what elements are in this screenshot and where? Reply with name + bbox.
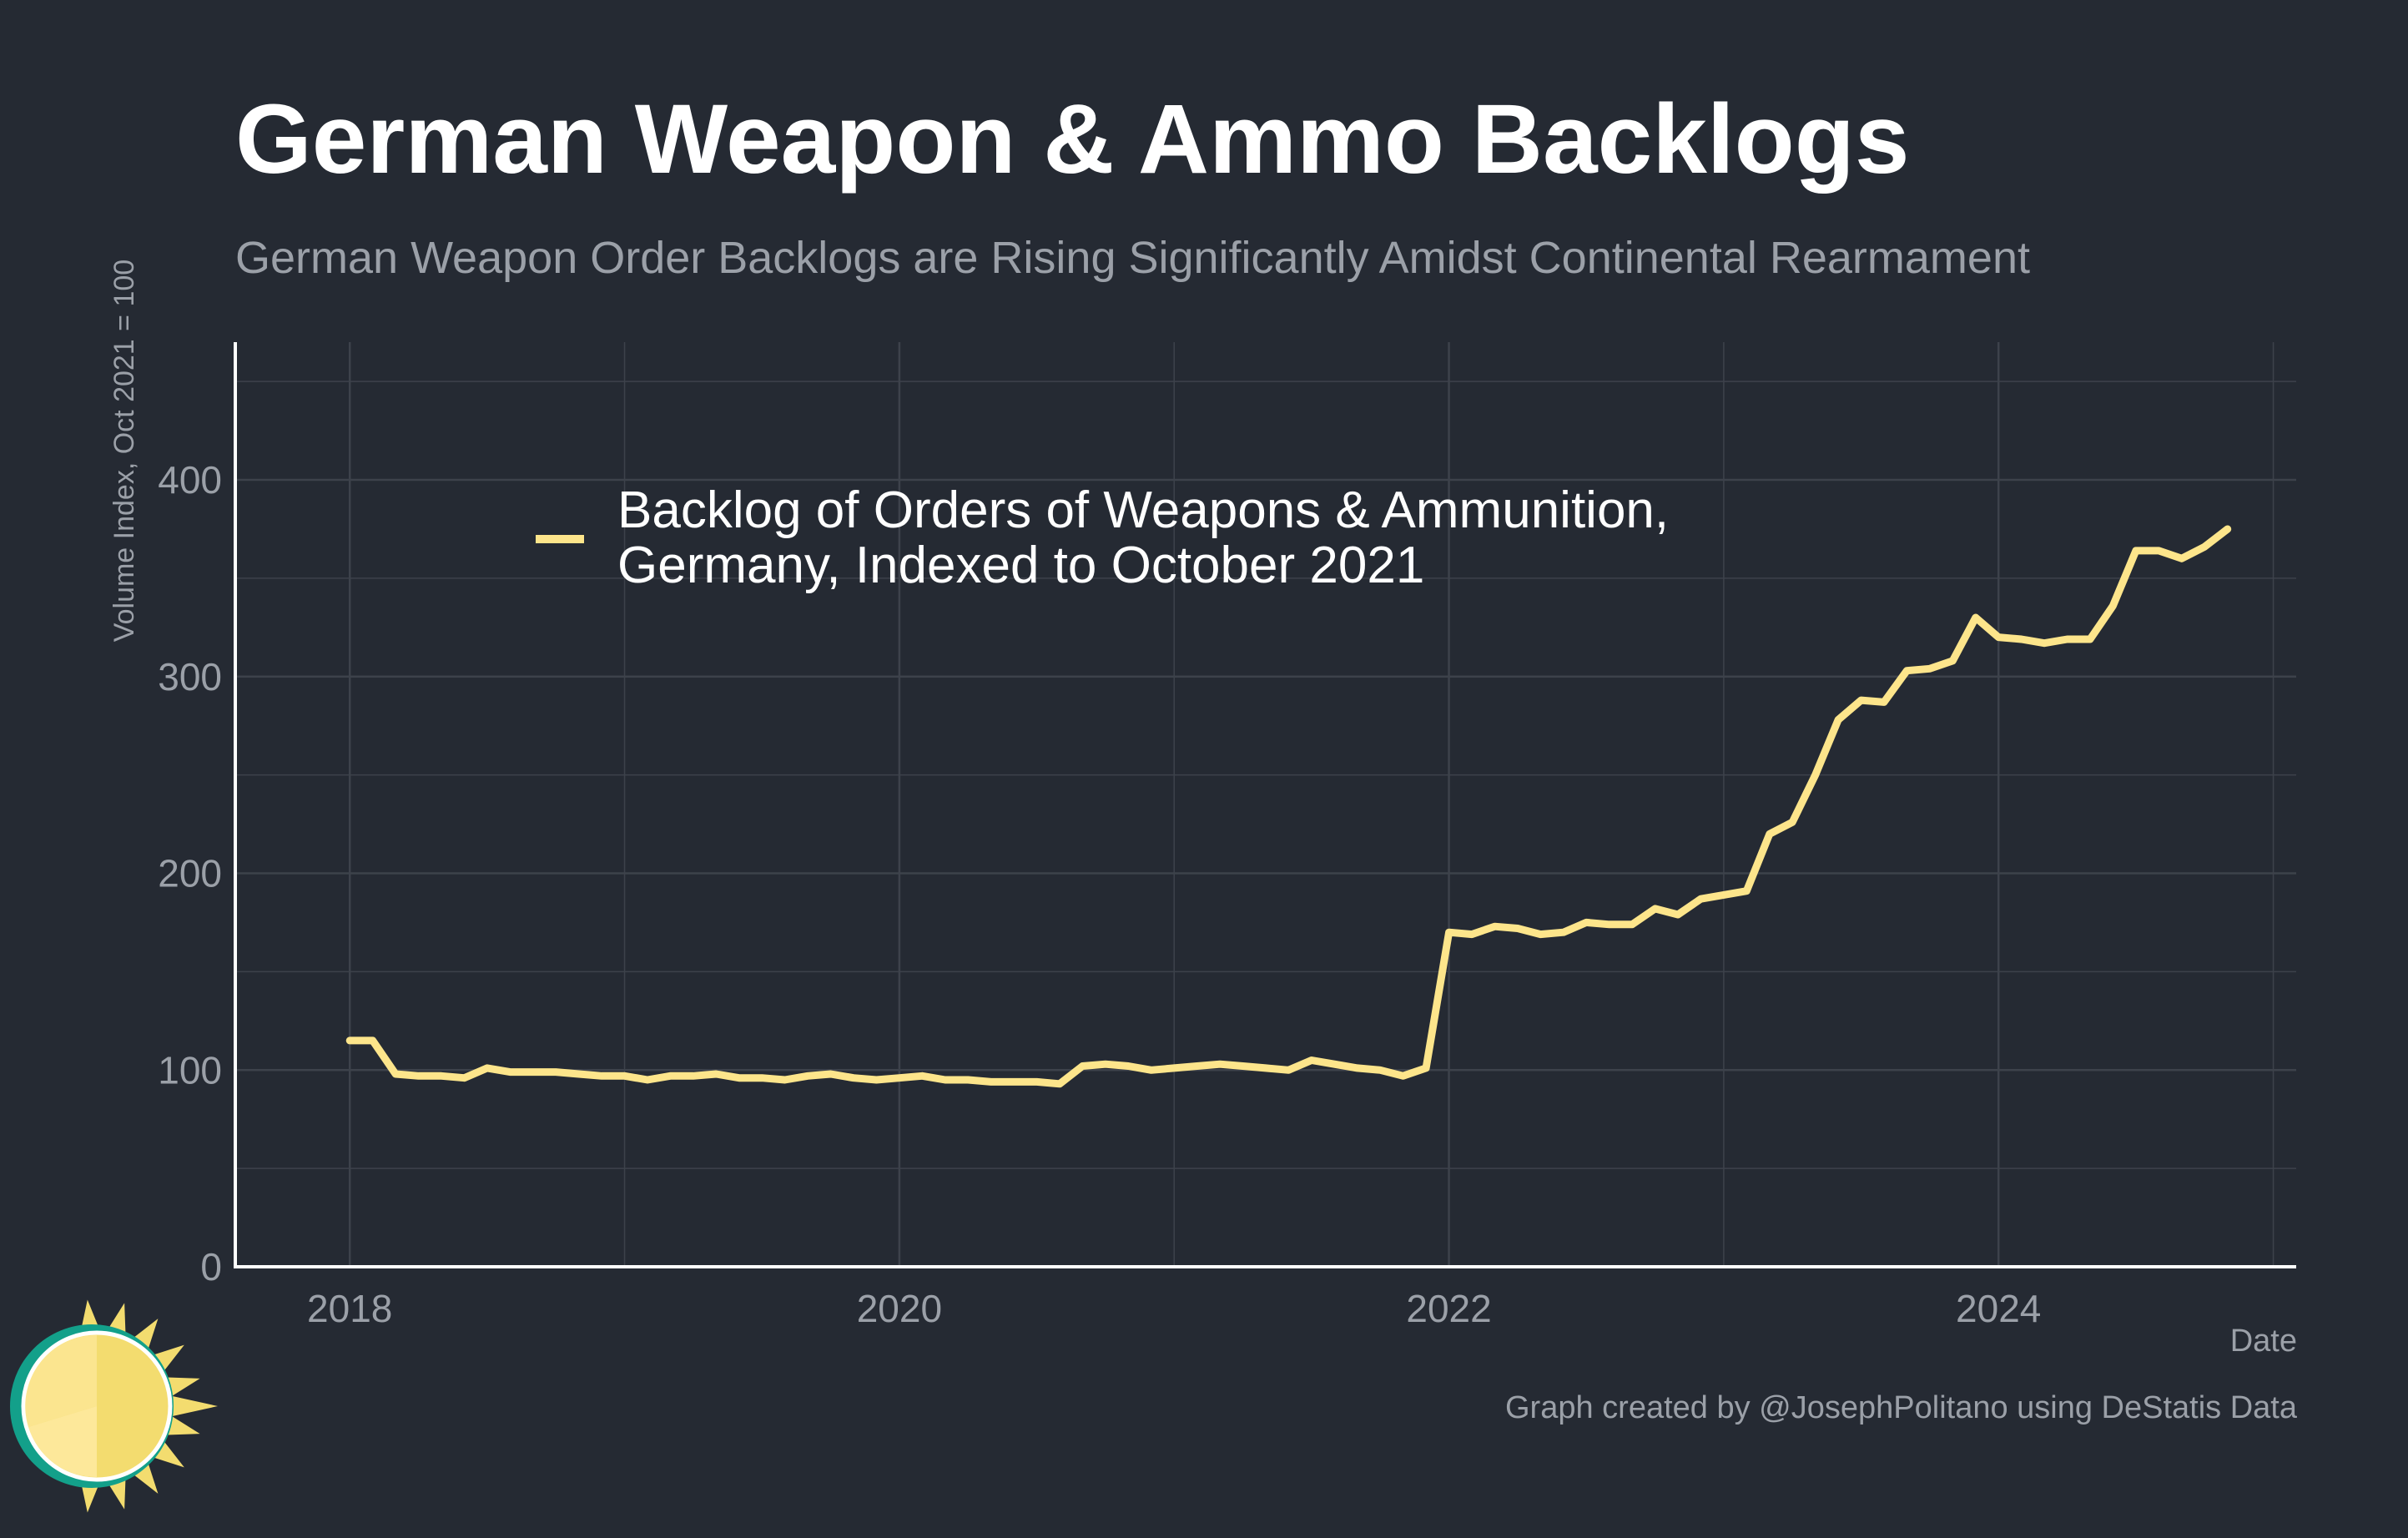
y-tick-label: 200 — [158, 852, 222, 895]
tick-labels: 0 100 200 300 400 2018 2020 2022 2024 — [158, 458, 2041, 1330]
series-line — [345, 525, 2232, 1088]
axes — [234, 342, 2296, 1268]
y-tick-label: 400 — [158, 458, 222, 502]
chart-subtitle: German Weapon Order Backlogs are Rising … — [235, 233, 2030, 283]
series-layer — [345, 525, 2232, 1088]
x-tick-label: 2018 — [307, 1287, 392, 1330]
x-tick-label: 2024 — [1956, 1287, 2041, 1330]
x-tick-label: 2022 — [1406, 1287, 1491, 1330]
y-axis-label: Volume Index, Oct 2021 = 100 — [108, 260, 140, 642]
legend-label: Backlog of Orders of Weapons & Ammunitio… — [617, 482, 1669, 594]
chart-title: German Weapon & Ammo Backlogs — [235, 84, 1910, 194]
grid-lines — [235, 342, 2296, 1267]
x-axis-label: Date — [2229, 1324, 2297, 1359]
sun-icon — [10, 1299, 218, 1513]
source-credit: Graph created by @JosephPolitano using D… — [1505, 1390, 2297, 1425]
x-tick-label: 2020 — [857, 1287, 942, 1330]
y-tick-label: 300 — [158, 655, 222, 698]
legend: Backlog of Orders of Weapons & Ammunitio… — [536, 482, 1669, 594]
y-tick-label: 100 — [158, 1048, 222, 1092]
y-tick-label: 0 — [200, 1245, 222, 1288]
